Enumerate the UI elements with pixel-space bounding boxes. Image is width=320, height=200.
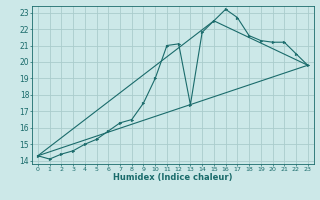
X-axis label: Humidex (Indice chaleur): Humidex (Indice chaleur)	[113, 173, 233, 182]
